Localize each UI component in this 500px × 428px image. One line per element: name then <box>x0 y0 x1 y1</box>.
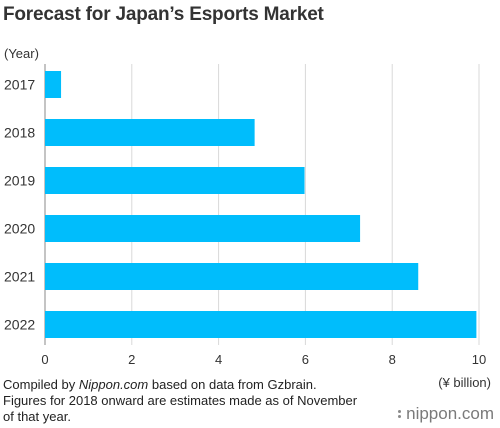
category-label-2021: 2021 <box>4 269 35 285</box>
y-axis-label: (Year) <box>4 46 39 61</box>
category-label-2018: 2018 <box>4 125 35 141</box>
gridlines <box>44 64 480 345</box>
x-axis-label: (¥ billion) <box>438 375 491 390</box>
tick-label-2: 2 <box>128 352 135 367</box>
tick-labels: 0 2 4 6 8 10 <box>41 352 486 367</box>
note-line-1: Compiled by Nippon.com based on data fro… <box>3 377 383 393</box>
note-prefix: Compiled by <box>3 377 79 392</box>
tick-label-10: 10 <box>472 352 486 367</box>
note-suffix: based on data from Gzbrain. <box>148 377 317 392</box>
tick-label-0: 0 <box>41 352 48 367</box>
category-label-2020: 2020 <box>4 221 35 237</box>
tick-label-4: 4 <box>215 352 222 367</box>
chart-title: Forecast for Japan’s Esports Market <box>3 4 324 25</box>
category-label-2022: 2022 <box>4 317 35 333</box>
note-line-3: of that year. <box>3 409 71 424</box>
tick-label-6: 6 <box>302 352 309 367</box>
logo-text: nippon.com <box>406 404 494 423</box>
bar-2022 <box>45 311 477 338</box>
source-notes: Compiled by Nippon.com based on data fro… <box>3 377 383 425</box>
category-labels: 2017 2018 2019 2020 2021 2022 <box>4 77 35 333</box>
bar-2020 <box>45 215 361 242</box>
logo-mark-icon <box>398 410 402 418</box>
note-source: Nippon.com <box>78 377 149 392</box>
note-line-2: Figures for 2018 onward are estimates ma… <box>3 393 358 408</box>
bar-2021 <box>45 263 419 290</box>
category-label-2019: 2019 <box>4 173 35 189</box>
tick-label-8: 8 <box>389 352 396 367</box>
bar-2018 <box>45 119 255 146</box>
bars <box>45 71 477 338</box>
bar-2019 <box>45 167 305 194</box>
bar-2017 <box>45 71 62 98</box>
nippon-logo: nippon.com <box>398 404 494 424</box>
category-label-2017: 2017 <box>4 77 35 93</box>
